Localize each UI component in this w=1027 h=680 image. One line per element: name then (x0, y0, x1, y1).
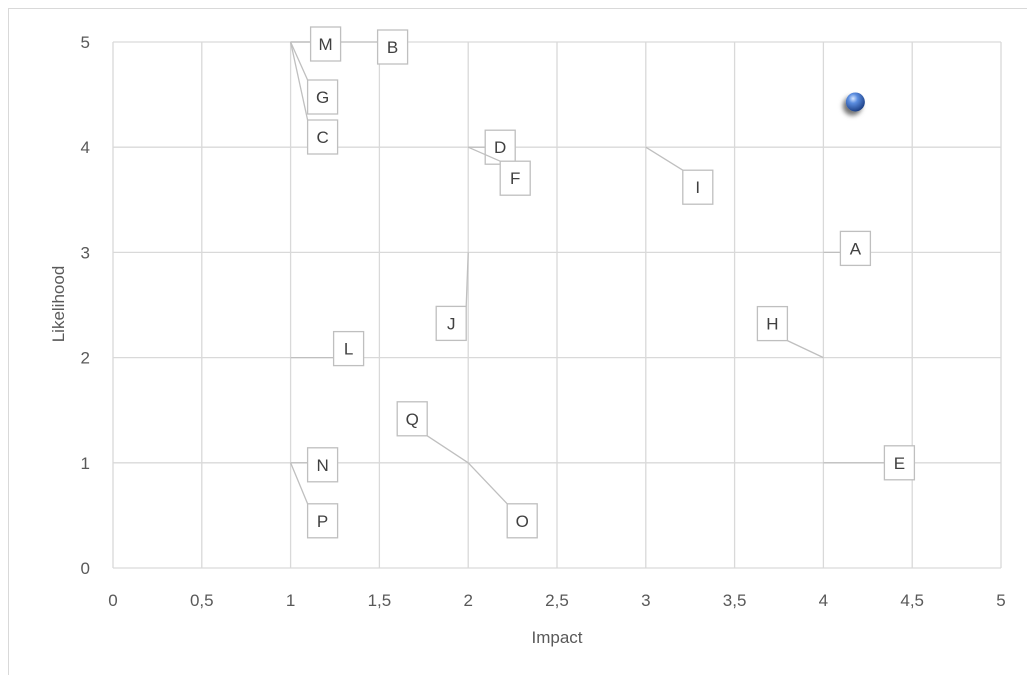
data-label: L (344, 340, 353, 359)
data-label: H (766, 315, 778, 334)
data-label-callouts: A B C D E F G H I J L M N O P Q (289, 26, 916, 539)
callout-box (376, 29, 409, 65)
data-label: O (516, 512, 529, 531)
callout-leader-line (467, 146, 501, 162)
y-tick-label: 3 (81, 243, 90, 262)
callout-box (396, 401, 428, 437)
x-axis-title: Impact (531, 628, 582, 647)
data-label: B (387, 38, 398, 57)
y-tick-label: 2 (81, 349, 90, 368)
x-tick-label: 3 (641, 591, 650, 610)
callout-box (306, 447, 339, 483)
x-tick-label: 1,5 (368, 591, 392, 610)
callout-leader-line (467, 462, 508, 505)
callout-box (682, 169, 714, 205)
x-tick-labels: 0 0,5 1 1,5 2 2,5 3 3,5 4 4,5 5 (108, 591, 1005, 610)
data-label: G (316, 88, 329, 107)
data-label: F (510, 169, 520, 188)
x-tick-label: 0,5 (190, 591, 214, 610)
x-tick-label: 4 (819, 591, 828, 610)
callout-box (499, 160, 531, 196)
data-label: A (850, 239, 862, 258)
data-label: P (317, 512, 328, 531)
x-tick-label: 4,5 (900, 591, 924, 610)
y-tick-label: 4 (81, 138, 90, 157)
data-label: J (447, 314, 456, 333)
callout-leader-line (787, 340, 824, 359)
y-tick-labels: 0 1 2 3 4 5 (81, 33, 90, 578)
callout-box (306, 503, 339, 539)
callout-box (306, 119, 339, 155)
highlight-marker (845, 92, 865, 112)
callout-box (484, 129, 516, 165)
callout-box (309, 26, 342, 62)
callout-leader-line (426, 435, 469, 464)
x-tick-label: 2 (463, 591, 472, 610)
x-tick-label: 3,5 (723, 591, 747, 610)
y-tick-label: 1 (81, 454, 90, 473)
callout-box (506, 503, 538, 539)
data-label: D (494, 138, 506, 157)
callout-box (306, 79, 339, 115)
data-label: C (316, 128, 328, 147)
data-label: I (695, 178, 700, 197)
callout-box (332, 330, 365, 367)
chart-border (8, 8, 1027, 675)
y-tick-label: 5 (81, 33, 90, 52)
callout-leader-line (645, 146, 684, 171)
callout-box (883, 445, 916, 481)
callout-leader-line (289, 462, 309, 505)
data-markers (845, 92, 865, 112)
data-label: N (316, 456, 328, 475)
data-label: E (894, 454, 905, 473)
callout-box (435, 305, 467, 342)
x-tick-label: 5 (996, 591, 1005, 610)
callout-box (756, 305, 789, 342)
data-label: M (319, 35, 333, 54)
callout-leader-line (290, 41, 309, 81)
x-tick-label: 1 (286, 591, 295, 610)
y-axis-title: Likelihood (49, 266, 68, 343)
y-tick-label: 0 (81, 559, 90, 578)
data-label: Q (406, 410, 419, 429)
x-tick-label: 2,5 (545, 591, 569, 610)
callout-leader-line (465, 252, 469, 307)
callout-leader-line (289, 41, 309, 121)
x-tick-label: 0 (108, 591, 117, 610)
callout-box (839, 230, 872, 267)
